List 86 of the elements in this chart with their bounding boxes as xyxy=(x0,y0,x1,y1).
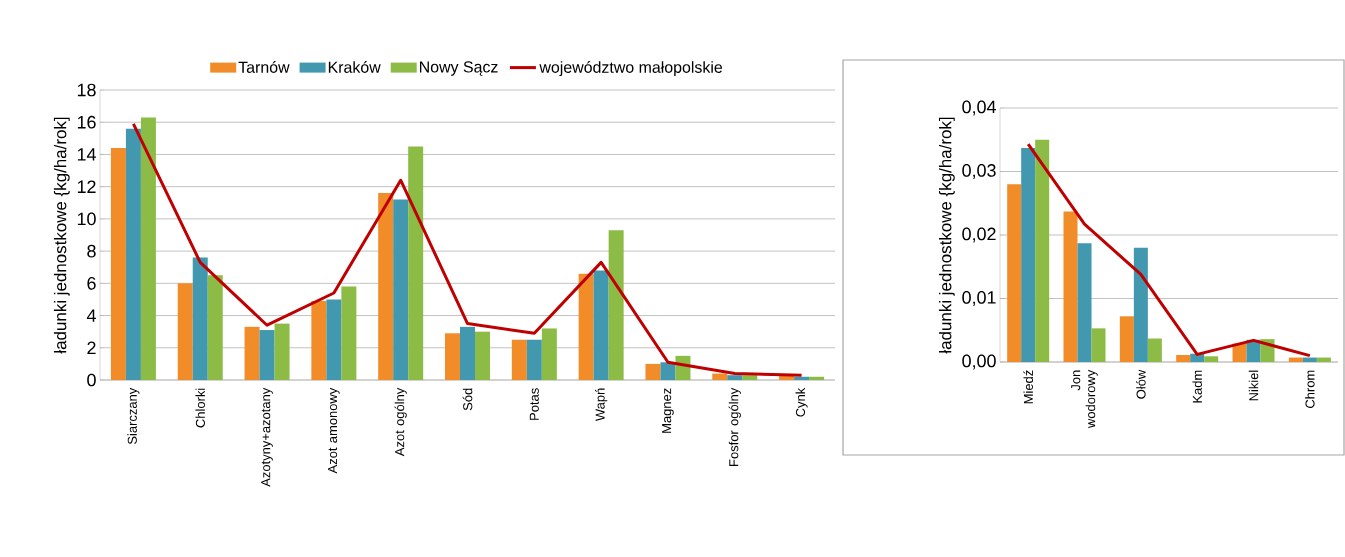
bar xyxy=(475,331,490,380)
y-tick-label: 14 xyxy=(77,148,96,161)
bar xyxy=(326,299,342,380)
legend-label: Kraków xyxy=(328,60,381,73)
bar xyxy=(259,330,275,380)
bar xyxy=(712,373,728,380)
x-tick-label: Miedź xyxy=(1023,370,1034,404)
bar xyxy=(578,273,594,380)
bar xyxy=(1063,211,1078,362)
bar xyxy=(140,117,156,380)
bar xyxy=(794,376,810,380)
bar xyxy=(311,301,327,380)
bar xyxy=(660,362,676,380)
y-tick-label: 6 xyxy=(87,276,96,290)
bar xyxy=(1133,247,1148,362)
legend-label: Tarnów xyxy=(238,60,290,73)
line-series xyxy=(1026,142,1312,358)
y-axis-title: ładunki jednostkowe {kg/ha/rok] xyxy=(938,117,955,354)
bar xyxy=(511,339,527,380)
y-tick-label: 0,03 xyxy=(962,164,996,179)
bar xyxy=(393,199,409,380)
bar xyxy=(608,230,624,380)
line-series xyxy=(131,122,804,377)
bar xyxy=(274,323,290,380)
bar xyxy=(408,146,424,380)
bar xyxy=(378,193,394,380)
bar xyxy=(645,363,661,380)
y-tick-label: 2 xyxy=(87,341,96,355)
y-tick-label: 0 xyxy=(87,373,96,387)
y-tick-label: 4 xyxy=(86,309,96,322)
bar xyxy=(1302,357,1317,362)
bar xyxy=(1007,184,1022,362)
bar xyxy=(110,148,126,380)
bar xyxy=(341,286,357,380)
legend-label: Nowy Sącz xyxy=(420,61,498,76)
bar xyxy=(192,257,208,380)
bar xyxy=(526,339,542,380)
y-tick-label: 10 xyxy=(77,212,96,226)
x-tick-label: Jon wodorowy xyxy=(1071,369,1098,429)
bar xyxy=(244,326,260,380)
x-tick-label: Chrom xyxy=(1305,370,1315,408)
bar xyxy=(460,326,475,380)
legend-label: województwo małopolskie xyxy=(539,60,723,77)
bar xyxy=(1232,343,1247,362)
x-tick-label: Chlorki xyxy=(195,388,205,428)
bar xyxy=(541,328,557,380)
x-tick-label: Magnez xyxy=(662,388,674,433)
y-axis-title: ładunki jednostkowe {kg/ha/rok] xyxy=(53,117,70,354)
bar xyxy=(1021,148,1036,362)
y-tick-label: 0,04 xyxy=(962,100,996,116)
y-tick-label: 12 xyxy=(77,180,96,193)
bar xyxy=(593,270,609,380)
y-tick-label: 0,02 xyxy=(962,227,996,243)
bar xyxy=(1035,139,1050,362)
x-tick-label: Sód xyxy=(462,388,473,411)
x-tick-label: Siarczany xyxy=(127,387,140,445)
bar xyxy=(445,333,460,380)
bar xyxy=(1176,355,1191,362)
bar xyxy=(207,275,223,380)
bar xyxy=(1316,357,1331,362)
bar xyxy=(1204,356,1219,362)
x-tick-label: Kadm xyxy=(1192,370,1202,403)
bar xyxy=(1147,338,1162,362)
bar xyxy=(742,375,758,380)
bar xyxy=(1077,243,1092,362)
x-tick-label: Azot ogólny xyxy=(394,387,407,457)
x-tick-label: Azotyny+azotany xyxy=(261,387,273,487)
bar xyxy=(125,128,141,380)
x-tick-label: Nikiel xyxy=(1248,370,1259,401)
bar xyxy=(177,283,193,380)
y-tick-label: 18 xyxy=(77,83,96,97)
x-tick-label: Ołów xyxy=(1136,369,1146,399)
bar xyxy=(1288,357,1303,362)
x-tick-label: Azot amonowy xyxy=(328,387,340,474)
x-tick-label: Potas xyxy=(529,388,539,420)
bar xyxy=(1119,316,1134,362)
x-tick-label: Fosfor ogólny xyxy=(728,387,741,466)
bar xyxy=(727,375,743,380)
bar xyxy=(1091,328,1106,362)
y-tick-label: 8 xyxy=(87,244,96,258)
y-tick-label: 0,00 xyxy=(962,354,996,370)
y-tick-label: 0,01 xyxy=(962,291,996,306)
y-tick-label: 16 xyxy=(77,115,96,129)
x-tick-label: Wapń xyxy=(595,388,608,422)
bar xyxy=(809,376,825,380)
x-tick-label: Cynk xyxy=(795,387,808,417)
